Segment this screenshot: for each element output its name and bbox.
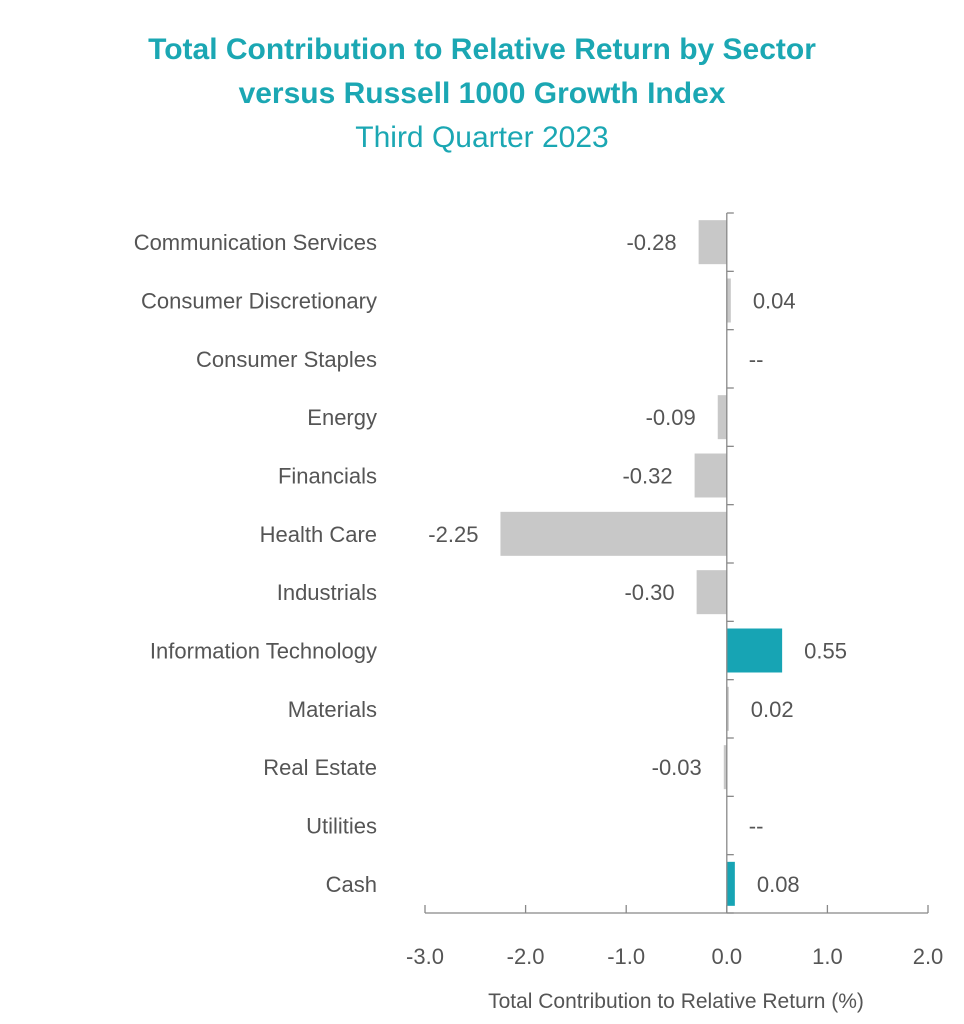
bar-information-technology (726, 628, 783, 673)
chart-subtitle: Third Quarter 2023 (355, 121, 609, 154)
bar-consumer-discretionary (726, 278, 731, 323)
data-label: -2.25 (428, 522, 478, 547)
category-label: Utilities (306, 814, 377, 839)
chart-title-line-2: versus Russell 1000 Growth Index (238, 77, 726, 110)
data-label: -0.09 (646, 405, 696, 430)
x-tick-label: -1.0 (607, 944, 645, 969)
chart-title-line-1: Total Contribution to Relative Return by… (148, 33, 816, 66)
category-label: Materials (288, 697, 377, 722)
x-tick-label: -2.0 (507, 944, 545, 969)
category-label: Cash (326, 872, 377, 897)
data-label: 0.55 (804, 639, 847, 664)
category-label: Consumer Discretionary (141, 289, 377, 314)
category-label: Energy (307, 405, 377, 430)
bar-materials (726, 686, 729, 731)
bar-health-care (500, 511, 727, 556)
data-label: -- (749, 347, 764, 372)
bar-real-estate (723, 745, 727, 790)
bar-energy (717, 395, 727, 440)
data-label: 0.08 (757, 872, 800, 897)
category-label: Industrials (277, 580, 377, 605)
data-label: 0.02 (751, 697, 794, 722)
category-label: Information Technology (150, 639, 377, 664)
x-axis-title: Total Contribution to Relative Return (%… (488, 990, 864, 1013)
bar-industrials (696, 570, 727, 615)
x-tick-label: 1.0 (812, 944, 843, 969)
x-tick-label: 2.0 (913, 944, 944, 969)
data-label: -0.32 (622, 464, 672, 489)
data-label: 0.04 (753, 289, 796, 314)
category-label: Financials (278, 464, 377, 489)
data-label: -- (749, 814, 764, 839)
bar-cash (726, 861, 735, 906)
chart-title-block: Total Contribution to Relative Return by… (0, 28, 964, 160)
data-label: -0.03 (652, 755, 702, 780)
bar-communication-services (698, 220, 727, 265)
category-label: Health Care (260, 522, 377, 547)
data-label: -0.28 (626, 230, 676, 255)
x-tick-label: -3.0 (406, 944, 444, 969)
category-label: Consumer Staples (196, 347, 377, 372)
data-label: -0.30 (624, 580, 674, 605)
category-label: Communication Services (134, 230, 377, 255)
category-label: Real Estate (263, 755, 377, 780)
bar-financials (694, 453, 727, 498)
x-tick-label: 0.0 (712, 944, 743, 969)
